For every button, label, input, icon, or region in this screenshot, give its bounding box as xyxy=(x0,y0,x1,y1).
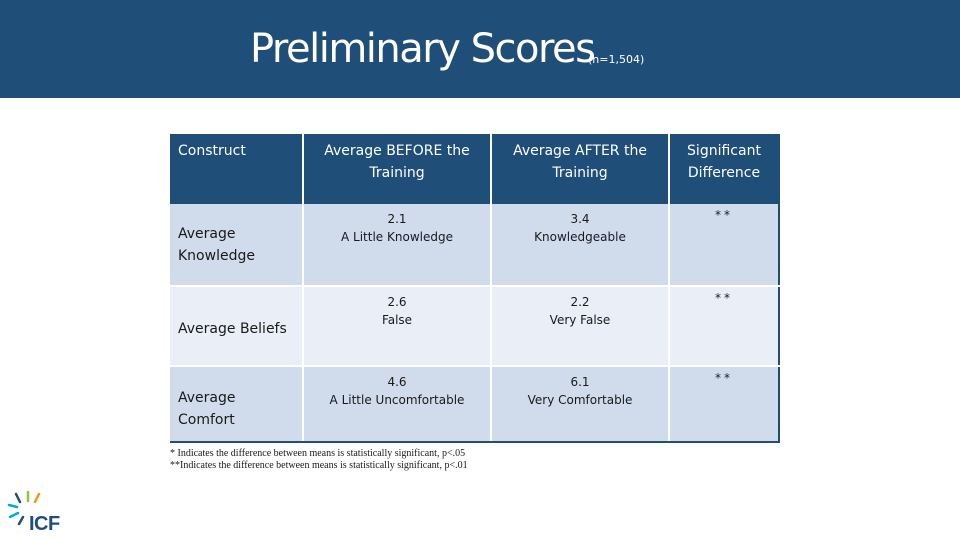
before-cell: 2.6 False xyxy=(303,286,492,367)
icf-logo-mark-icon xyxy=(7,490,41,526)
after-value: 2.2 xyxy=(570,295,590,309)
construct-cell: Average Knowledge xyxy=(170,204,304,287)
before-value: 4.6 xyxy=(387,375,407,389)
significance-cell: ** xyxy=(669,286,780,367)
table-header-row: Construct Average BEFORE the Training Av… xyxy=(170,134,780,204)
before-value: 2.1 xyxy=(387,212,407,226)
construct-cell: Average Beliefs xyxy=(170,286,304,367)
before-cell: 4.6 A Little Uncomfortable xyxy=(303,366,492,443)
page-title: Preliminary Scores xyxy=(250,26,596,72)
significance-cell: ** xyxy=(669,204,780,287)
after-label: Very Comfortable xyxy=(527,393,633,407)
after-label: Knowledgeable xyxy=(534,230,626,244)
scores-table: Construct Average BEFORE the Training Av… xyxy=(170,134,780,443)
footnotes: * Indicates the difference between means… xyxy=(170,448,468,472)
after-label: Very False xyxy=(549,313,611,327)
column-header-significance: Significant Difference xyxy=(669,134,780,204)
header-bar xyxy=(0,0,960,98)
footnote-p01: **Indicates the difference between means… xyxy=(170,460,468,471)
icf-logo-text: ICF xyxy=(29,513,60,535)
before-label: A Little Uncomfortable xyxy=(329,393,465,407)
column-header-construct: Construct xyxy=(170,134,304,204)
before-value: 2.6 xyxy=(387,295,407,309)
table-row: Average Comfort 4.6 A Little Uncomfortab… xyxy=(170,366,780,443)
column-header-before: Average BEFORE the Training xyxy=(303,134,492,204)
footnote-p05: * Indicates the difference between means… xyxy=(170,448,466,459)
table-row: Average Beliefs 2.6 False 2.2 Very False… xyxy=(170,286,780,367)
significance-cell: ** xyxy=(669,366,780,443)
sample-size-label: (n=1,504) xyxy=(588,53,645,66)
column-header-after: Average AFTER the Training xyxy=(491,134,670,204)
after-cell: 6.1 Very Comfortable xyxy=(491,366,670,443)
before-label: A Little Knowledge xyxy=(341,230,453,244)
after-cell: 2.2 Very False xyxy=(491,286,670,367)
construct-cell: Average Comfort xyxy=(170,366,304,443)
after-value: 3.4 xyxy=(570,212,590,226)
before-cell: 2.1 A Little Knowledge xyxy=(303,204,492,287)
after-cell: 3.4 Knowledgeable xyxy=(491,204,670,287)
before-label: False xyxy=(381,313,413,327)
table-row: Average Knowledge 2.1 A Little Knowledge… xyxy=(170,204,780,287)
after-value: 6.1 xyxy=(570,375,590,389)
